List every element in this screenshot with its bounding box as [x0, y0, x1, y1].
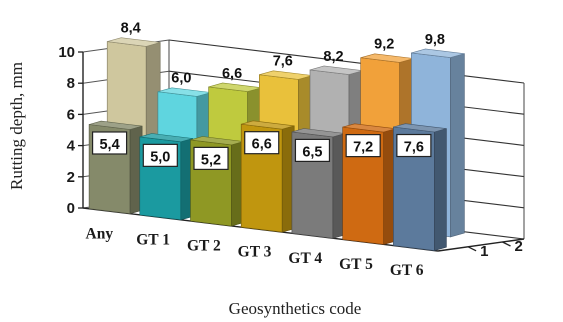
data-label-series-1: 6,6 — [252, 137, 272, 153]
x-axis-title: Geosynthetics code — [229, 299, 362, 318]
bar-series-1-top — [139, 133, 193, 143]
x-tick-label: GT 6 — [390, 262, 424, 279]
data-label-series-1: 7,6 — [404, 140, 424, 156]
x-tick-label: GT 4 — [288, 250, 322, 267]
y-axis-title: Rutting depth, mm — [7, 62, 26, 190]
y-tick-label: 10 — [58, 44, 75, 61]
x-tick-label: GT 2 — [187, 238, 221, 255]
data-label-series-1: 7,2 — [353, 140, 373, 156]
x-tick-label: GT 3 — [238, 244, 272, 261]
y-tick-label: 6 — [67, 106, 75, 123]
data-label-series-2: 8,4 — [121, 21, 141, 37]
data-label-box — [345, 134, 381, 158]
depth-tick-label: 2 — [515, 238, 523, 255]
depth-tick-label: 1 — [480, 243, 488, 260]
data-labels: 8,4 6,0 6,6 7,6 8,2 9,2 9,8 5,4 5,0 5,2 6,6 6,5 7,2 7… — [91, 21, 445, 170]
bar-series-2-top — [107, 37, 161, 47]
depth-tick-mark — [467, 246, 477, 252]
y-tick-label: 2 — [67, 169, 75, 186]
x-tick-label: GT 5 — [339, 256, 373, 273]
data-label-box — [244, 131, 280, 155]
bar-series-2-top — [411, 48, 465, 58]
data-label-series-1: 6,5 — [302, 144, 322, 160]
data-label-series-2: 9,8 — [425, 32, 445, 48]
data-label-series-1: 5,0 — [150, 149, 170, 165]
data-label-box — [193, 146, 229, 170]
data-label-box — [294, 138, 331, 162]
data-label-series-2: 9,2 — [374, 37, 394, 53]
bar-series-1-top — [241, 120, 295, 130]
data-label-series-1: 5,2 — [201, 152, 221, 168]
grid-line-back-wall — [168, 39, 525, 84]
data-label-box — [91, 131, 128, 155]
y-tick-label: 0 — [67, 200, 75, 217]
data-label-series-2: 8,2 — [323, 49, 343, 65]
data-label-series-2: 6,0 — [171, 71, 191, 87]
data-label-box — [396, 133, 432, 158]
data-label-series-1: 5,4 — [99, 137, 119, 153]
x-tick-label: Any — [86, 225, 114, 242]
bar-series-1-top — [89, 120, 143, 130]
depth-axis-line — [437, 238, 525, 252]
data-label-box — [142, 143, 178, 167]
data-label-series-2: 6,6 — [222, 66, 242, 82]
bar-series-1-side — [434, 128, 447, 251]
bar-series-1-top — [393, 123, 447, 133]
depth-tick-mark — [502, 241, 511, 247]
data-label-series-2: 7,6 — [273, 54, 293, 70]
bar-series-2-side — [450, 53, 465, 238]
y-tick-label: 8 — [67, 75, 75, 92]
x-tick-label: GT 1 — [136, 231, 170, 248]
y-tick-label: 4 — [67, 138, 76, 155]
